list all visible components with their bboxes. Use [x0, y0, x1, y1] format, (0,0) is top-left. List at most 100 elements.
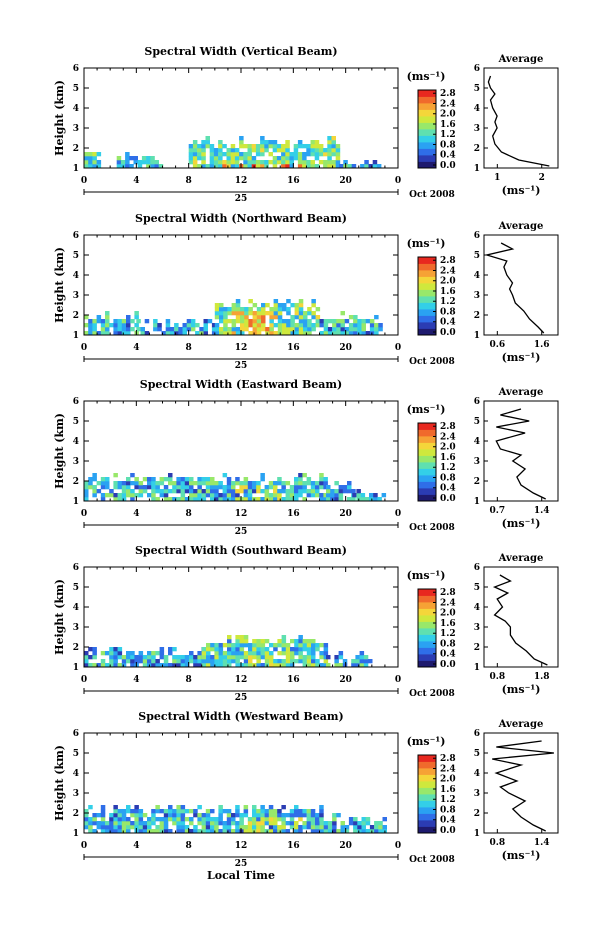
heatmap-cell [244, 323, 249, 328]
heatmap-cell [247, 481, 253, 486]
heatmap-cell [351, 663, 356, 668]
heatmap-cell [376, 164, 382, 169]
colorbar-tick-label: 1.6 [440, 785, 456, 795]
day-label: 25 [235, 859, 248, 869]
heatmap-cell [92, 319, 97, 324]
heatmap-cell [159, 817, 165, 822]
heatmap-cell [219, 303, 224, 308]
heatmap-cell [302, 473, 307, 478]
heatmap-cell [256, 821, 261, 826]
heatmap-cell [298, 635, 303, 640]
heatmap-cell [323, 152, 328, 157]
heatmap-cell [360, 497, 366, 502]
heatmap-cell [214, 311, 220, 316]
heatmap-cell [235, 327, 241, 332]
heatmap-cell [276, 148, 282, 153]
y-tick-label: 6 [73, 64, 79, 74]
heatmap-cell [88, 481, 93, 486]
heatmap-cell [252, 647, 257, 652]
x-tick-label: 8 [186, 841, 192, 851]
heatmap-cell [205, 817, 211, 822]
heatmap-cell [289, 809, 295, 814]
heatmap-cell [277, 825, 282, 830]
heatmap-cell [256, 639, 261, 644]
heatmap-cell [261, 327, 266, 332]
heatmap-cell [338, 663, 344, 668]
heatmap-cell [297, 160, 303, 165]
heatmap-cell [272, 160, 278, 165]
heatmap-cell [338, 489, 344, 494]
heatmap-cell [277, 489, 282, 494]
heatmap-cell [310, 164, 315, 169]
colorbar-tick-label: 2.4 [440, 598, 456, 608]
heatmap-cell [197, 489, 202, 494]
panel-title: Spectral Width (Vertical Beam) [144, 45, 337, 58]
heatmap-cell [319, 485, 324, 490]
heatmap-cell [302, 160, 307, 165]
heatmap-cell [302, 639, 308, 644]
heatmap-cell [256, 327, 262, 332]
average-y-tick-label: 1 [474, 497, 480, 507]
heatmap-cell [235, 825, 240, 830]
heatmap-cell [201, 821, 207, 826]
heatmap-cell [306, 647, 312, 652]
heatmap-cell [273, 813, 278, 818]
heatmap-cell [134, 809, 139, 814]
colorbar-segment [418, 263, 436, 271]
heatmap-cell [240, 307, 245, 312]
heatmap-cell [227, 655, 232, 660]
heatmap-cell [113, 473, 118, 478]
heatmap-cell [184, 477, 190, 482]
heatmap-cell [248, 319, 253, 324]
heatmap-cell [193, 825, 198, 830]
heatmap-cell [188, 148, 194, 153]
average-frame [483, 67, 559, 169]
heatmap-cell [92, 829, 97, 834]
heatmap-cell [294, 825, 299, 830]
y-tick-label: 5 [73, 251, 79, 261]
heatmap-cell [201, 152, 206, 157]
panel-title: Spectral Width (Northward Beam) [135, 212, 347, 225]
heatmap-cell [273, 485, 278, 490]
heatmap-cell [302, 825, 307, 830]
heatmap-cell [126, 821, 131, 826]
heatmap-cell [342, 659, 348, 664]
heatmap-cell [327, 319, 333, 324]
heatmap-cell [260, 647, 266, 652]
heatmap-cell [136, 319, 141, 324]
heatmap-cell [201, 651, 207, 656]
heatmap-cell [311, 639, 316, 644]
heatmap-cell [218, 156, 223, 161]
heatmap-cell [302, 643, 308, 648]
heatmap-cell [315, 663, 320, 668]
heatmap-cell [289, 156, 294, 161]
heatmap-cell [282, 307, 287, 312]
heatmap-cell [125, 160, 130, 165]
heatmap-cell [227, 635, 232, 640]
heatmap-cell [252, 655, 257, 660]
heatmap-cell [240, 323, 245, 328]
heatmap-cell [244, 307, 249, 312]
heatmap-cell [163, 809, 169, 814]
colorbar-segment [418, 755, 436, 762]
heatmap-cell [126, 327, 131, 332]
heatmap-cell [151, 497, 156, 502]
heatmap-cell [192, 144, 198, 149]
heatmap-cell [180, 659, 186, 664]
heatmap-cell [307, 319, 312, 324]
heatmap-cell [188, 156, 194, 161]
heatmap-cell [382, 825, 387, 830]
heatmap-cell [113, 331, 118, 336]
heatmap-cell [334, 481, 339, 486]
heatmap-cell [289, 493, 295, 498]
heatmap-cell [218, 497, 223, 502]
heatmap-cell [161, 331, 166, 336]
heatmap-cell [260, 144, 265, 149]
date-label: Oct 2008 [409, 689, 455, 699]
heatmap-cell [117, 319, 123, 324]
heatmap-cell [240, 315, 245, 320]
heatmap-cell [113, 323, 118, 328]
heatmap-cell [222, 663, 228, 668]
x-tick-label: 20 [339, 509, 352, 519]
